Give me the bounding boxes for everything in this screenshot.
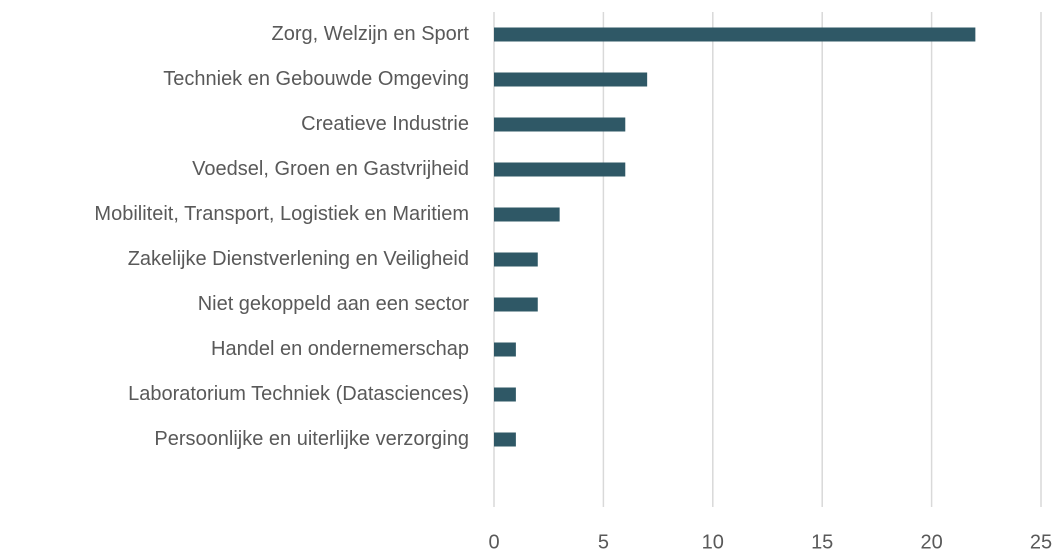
bar: [494, 117, 626, 132]
x-tick-label: 5: [598, 531, 609, 553]
x-tick-label: 25: [1030, 531, 1052, 553]
x-tick-label: 15: [811, 531, 833, 553]
y-tick-label: Voedsel, Groen en Gastvrijheid: [192, 158, 469, 180]
x-tick-label: 0: [488, 531, 499, 553]
bar: [494, 297, 538, 312]
bar: [494, 252, 538, 267]
x-tick-label: 20: [920, 531, 942, 553]
y-tick-label: Zakelijke Dienstverlening en Veiligheid: [128, 248, 469, 270]
bar: [494, 342, 516, 357]
y-tick-label: Mobiliteit, Transport, Logistiek en Mari…: [94, 203, 469, 225]
y-tick-label: Laboratorium Techniek (Datasciences): [128, 383, 469, 405]
y-tick-label: Handel en ondernemerschap: [211, 338, 469, 360]
y-tick-label: Persoonlijke en uiterlijke verzorging: [154, 428, 469, 450]
y-tick-label: Niet gekoppeld aan een sector: [198, 293, 470, 315]
y-tick-label: Zorg, Welzijn en Sport: [272, 23, 470, 45]
bar: [494, 432, 516, 447]
bar: [494, 27, 976, 42]
bar: [494, 72, 648, 87]
y-tick-label: Techniek en Gebouwde Omgeving: [163, 68, 469, 90]
y-tick-label: Creatieve Industrie: [301, 113, 469, 135]
bar: [494, 162, 626, 177]
bar: [494, 207, 560, 222]
bar: [494, 387, 516, 402]
x-tick-label: 10: [702, 531, 724, 553]
